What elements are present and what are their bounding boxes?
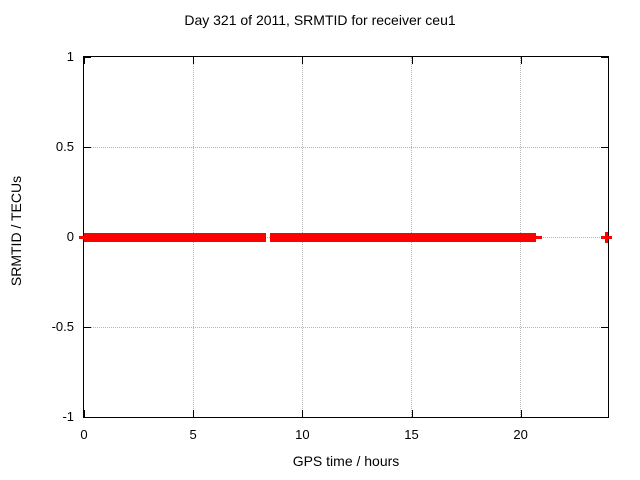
x-tick-label: 0 [80, 427, 88, 442]
y-tick-mark [601, 147, 608, 148]
x-tick-mark [193, 57, 195, 64]
chart-title: Day 321 of 2011, SRMTID for receiver ceu… [184, 12, 456, 28]
x-tick-mark [520, 410, 522, 417]
x-tick-label: 20 [513, 427, 528, 442]
x-tick-label: 15 [404, 427, 419, 442]
x-tick-mark [302, 57, 304, 64]
y-tick-mark [84, 417, 91, 418]
y-tick-label: -1 [62, 409, 74, 424]
x-tick-label: 10 [295, 427, 310, 442]
y-tick-mark [601, 417, 608, 418]
marker-arm-left [79, 235, 84, 239]
x-tick-mark [302, 410, 304, 417]
gridline-horizontal [84, 146, 608, 148]
marker-arm-right [535, 235, 542, 239]
x-tick-mark [520, 57, 522, 64]
x-tick-mark [411, 410, 413, 417]
gridline-horizontal [84, 326, 608, 328]
data-band-segment [270, 232, 536, 242]
y-tick-mark [601, 327, 608, 328]
plot-area [79, 56, 612, 418]
y-tick-label: 1 [66, 49, 74, 64]
x-axis-label: GPS time / hours [292, 453, 400, 469]
y-tick-label: 0.5 [55, 139, 74, 154]
y-tick-mark [601, 57, 608, 58]
x-tick-mark [193, 410, 195, 417]
y-tick-mark [84, 327, 91, 328]
data-point-plus [604, 231, 608, 243]
x-tick-mark [84, 57, 85, 64]
data-band-segment [84, 232, 266, 242]
x-tick-label: 5 [189, 427, 197, 442]
x-tick-mark [84, 410, 85, 417]
y-tick-label: 0 [66, 229, 74, 244]
x-tick-mark [411, 57, 413, 64]
y-tick-mark [84, 57, 91, 58]
y-tick-label: -0.5 [51, 319, 74, 334]
y-tick-mark [84, 147, 91, 148]
